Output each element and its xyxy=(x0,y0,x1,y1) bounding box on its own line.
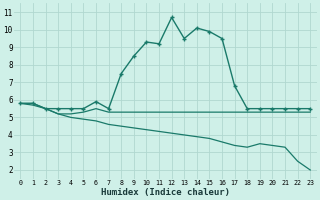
X-axis label: Humidex (Indice chaleur): Humidex (Indice chaleur) xyxy=(101,188,230,197)
